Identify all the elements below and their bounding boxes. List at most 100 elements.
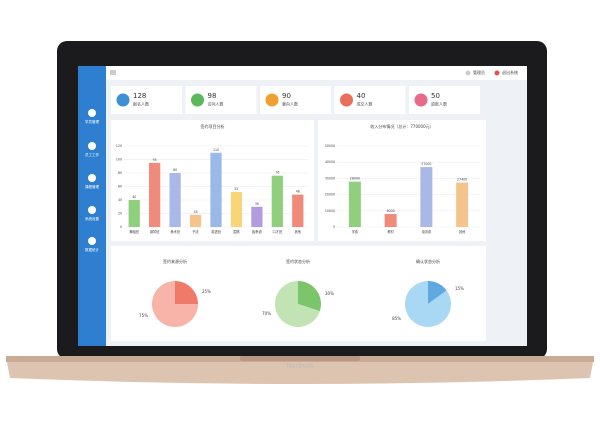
value-label: 8000: [387, 209, 395, 213]
nav-icon[interactable]: [88, 237, 96, 245]
y-tick-label: 0: [333, 225, 335, 229]
stat-icon: [191, 93, 204, 107]
bar: [230, 191, 243, 227]
value-label: 30: [255, 202, 259, 206]
y-tick-label: 60: [118, 185, 122, 189]
pie-slice: [175, 281, 198, 304]
y-tick-label: 40: [118, 198, 122, 202]
stat-label: 报名人数: [133, 101, 149, 107]
slice-label: 75%: [139, 313, 148, 318]
value-label: 110: [213, 148, 219, 152]
laptop-base: [6, 357, 594, 384]
x-tick-label: 英语班: [211, 229, 221, 234]
pie-slice: [405, 281, 452, 327]
nav-label[interactable]: 数据统计: [85, 247, 99, 252]
value-label: 18: [194, 210, 198, 214]
bar: [456, 182, 469, 227]
y-tick-label: 120: [116, 144, 122, 148]
value-label: 27400: [457, 178, 467, 182]
nav-icon[interactable]: [88, 174, 96, 182]
bar: [128, 200, 140, 227]
value-label: 95: [153, 158, 157, 162]
logout-icon: [494, 70, 500, 76]
slice-label: 70%: [262, 311, 271, 316]
x-tick-label: 书法: [192, 229, 198, 234]
nav-label[interactable]: 课程管理: [85, 184, 99, 189]
stat-value: 40: [357, 92, 366, 100]
chart-title: 收入分布情况（总计：770000元）: [370, 123, 433, 129]
pie-slice: [298, 281, 321, 312]
brand: Macbook: [287, 363, 314, 370]
y-tick-label: 10000: [325, 209, 335, 213]
bar: [384, 214, 397, 227]
stat-icon: [116, 93, 130, 107]
stat-label: 退款人数: [431, 101, 447, 107]
stat-label: 意向人数: [282, 101, 298, 107]
bar: [149, 162, 161, 227]
stat-label: 访问人数: [208, 101, 224, 107]
stat-value: 128: [133, 92, 146, 100]
chart-title: 确认状态分析: [416, 258, 440, 264]
value-label: 40: [132, 195, 136, 199]
stat-icon: [265, 93, 279, 107]
pie-slice: [275, 281, 320, 327]
nav-label[interactable]: 系统设置: [85, 216, 99, 221]
value-label: 37000: [421, 162, 431, 166]
bar: [189, 214, 202, 227]
y-tick-label: 20: [118, 212, 122, 216]
x-tick-label: 口才班: [273, 229, 283, 234]
slice-label: 15%: [455, 286, 464, 291]
user-name[interactable]: 管理员: [473, 69, 485, 75]
nav-icon[interactable]: [88, 142, 96, 150]
slice-label: 30%: [325, 291, 334, 296]
bar: [271, 175, 283, 227]
x-tick-label: 其他: [459, 229, 466, 234]
stat-value: 90: [282, 92, 291, 100]
bar: [251, 206, 263, 227]
pie-slice: [428, 280, 447, 304]
bar: [210, 152, 222, 227]
x-tick-label: 培训费: [422, 229, 432, 234]
x-tick-label: 美术班: [170, 229, 180, 234]
stat-icon: [340, 93, 353, 107]
x-tick-label: 教材: [387, 229, 394, 234]
y-tick-label: 0: [120, 225, 122, 229]
y-tick-label: 100: [116, 158, 122, 162]
stat-icon: [414, 93, 428, 107]
nav-icon[interactable]: [88, 206, 96, 214]
x-tick-label: 围棋: [233, 229, 240, 234]
nav-icon[interactable]: [88, 109, 96, 117]
stat-label: 成交人数: [357, 101, 373, 107]
chart-title: 签约状态分析: [286, 258, 310, 264]
value-label: 28000: [350, 177, 360, 181]
x-tick-label: 跆拳道: [252, 229, 262, 234]
y-tick-label: 30000: [325, 176, 335, 180]
menu-icon[interactable]: [110, 70, 116, 75]
chart-title: 签约来源分析: [163, 258, 187, 264]
laptop-notch: [240, 356, 360, 361]
stat-value: 50: [431, 92, 440, 100]
bar: [169, 173, 181, 227]
nav-label[interactable]: 学员管理: [85, 119, 99, 124]
topbar: [106, 66, 527, 80]
x-tick-label: 舞蹈班: [129, 229, 139, 234]
nav-label[interactable]: 员工工作: [85, 152, 99, 157]
bar: [348, 181, 361, 227]
value-label: 76: [275, 171, 279, 175]
y-tick-label: 40000: [325, 160, 335, 164]
chart-title: 签约项目分析: [201, 123, 225, 129]
y-tick-label: 50000: [325, 144, 335, 148]
logout[interactable]: 退出系统: [502, 69, 518, 75]
x-tick-label: 钢琴班: [150, 229, 160, 234]
x-tick-label: 学费: [352, 229, 358, 234]
pie-slice: [152, 281, 198, 327]
user-avatar: [465, 70, 471, 76]
bar: [292, 194, 304, 227]
stat-value: 98: [208, 92, 217, 100]
slice-label: 85%: [392, 316, 401, 321]
value-label: 48: [296, 190, 300, 194]
x-tick-label: 其他: [295, 229, 302, 234]
slice-label: 25%: [202, 289, 211, 294]
y-tick-label: 20000: [325, 193, 335, 197]
